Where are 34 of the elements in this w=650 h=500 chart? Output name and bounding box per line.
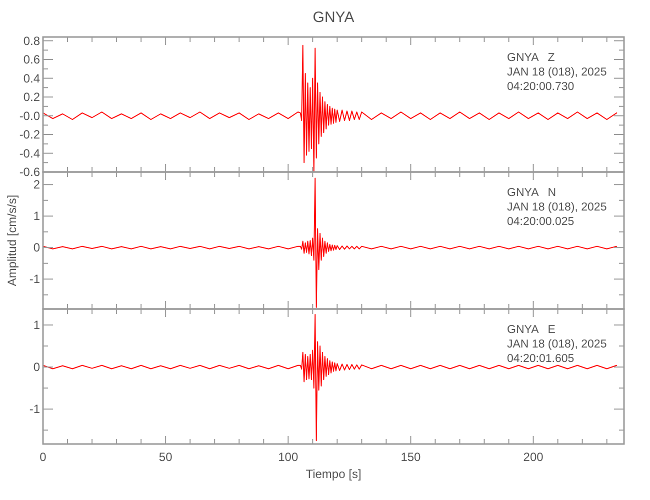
y-tick-label: 0.4 (23, 71, 40, 86)
y-tick-label: -0.2 (19, 128, 40, 142)
x-axis-title: Tiempo [s] (306, 467, 362, 481)
annotation: 04:20:00.730 (507, 81, 574, 93)
line-series (42, 314, 618, 442)
annotation: JAN 18 (018), 2025 (507, 66, 607, 78)
annotation: 04:20:00.025 (507, 216, 574, 228)
x-tick-label: 150 (400, 450, 422, 464)
x-tick-label: 50 (158, 450, 173, 464)
annotation: 04:20:01.605 (507, 353, 574, 365)
y-axis-title: Amplitud [cm/s/s] (5, 194, 19, 286)
annotation: GNYA E (507, 324, 556, 336)
y-tick-label: 0 (33, 360, 40, 374)
annotation: JAN 18 (018), 2025 (507, 202, 607, 214)
y-tick-label: 2 (33, 178, 40, 192)
x-tick-label: 200 (523, 450, 544, 464)
y-tick-label: 1 (33, 209, 40, 224)
y-tick-label: 0 (33, 240, 40, 255)
y-tick-label: 0.2 (23, 90, 40, 104)
line-series (42, 178, 618, 308)
y-tick-label: -1 (29, 272, 40, 286)
y-tick-label: 0.6 (23, 52, 40, 66)
y-tick-label: -0.0 (19, 108, 40, 123)
line-series (42, 44, 618, 172)
annotation: GNYA N (507, 187, 556, 199)
y-tick-label: -0.6 (19, 165, 40, 179)
annotation: GNYA Z (507, 52, 555, 64)
chart-title: GNYA (312, 9, 354, 26)
y-tick-label: -0.4 (19, 146, 40, 160)
y-tick-label: 1 (33, 318, 40, 332)
y-tick-label: -1 (29, 402, 40, 416)
x-tick-label: 100 (278, 450, 298, 464)
y-tick-label: 0.8 (23, 34, 40, 48)
annotation: JAN 18 (018), 2025 (507, 338, 607, 350)
